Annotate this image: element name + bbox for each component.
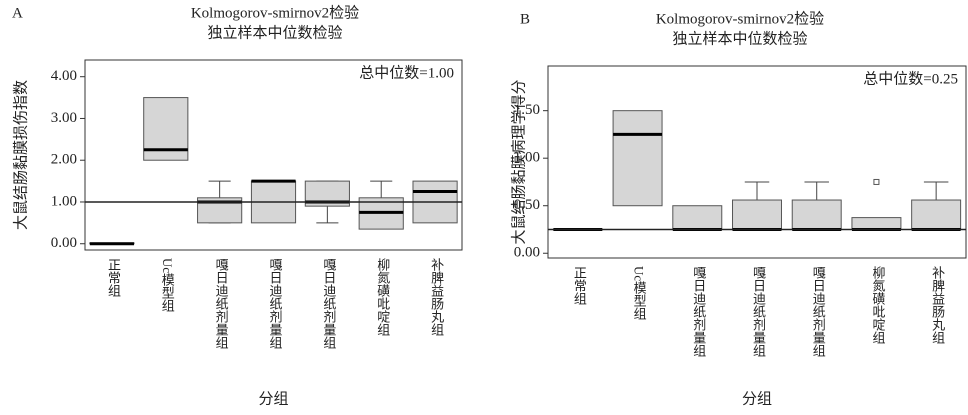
chart-subtitle: 独立样本中位数检验 [672, 30, 807, 47]
box [851, 217, 902, 230]
chart-title: Kolmogorov-smirnov2检验 [191, 4, 359, 21]
plot-frame [84, 59, 463, 251]
chart-title: Kolmogorov-smirnov2检验 [656, 10, 824, 27]
y-tick-label: 0.00 [514, 245, 540, 261]
box [672, 205, 723, 230]
x-tick-label vert: Uc模型组 [160, 258, 175, 313]
x-tick-label vert: 正常组 [572, 266, 587, 305]
x-axis-label: 分组 [258, 390, 288, 407]
panel-label: A [12, 5, 23, 21]
x-axis-label: 分组 [742, 390, 772, 407]
box [732, 199, 782, 230]
x-tick-label vert: 嘎日迪纸剂量组 [321, 258, 336, 349]
y-axis-label: 大鼠结肠黏膜病理学得分 [510, 79, 527, 244]
x-tick-label vert: 正常组 [106, 258, 121, 297]
x-tick-label vert: Uc模型组 [632, 266, 647, 321]
x-tick-label vert: 柳氮磺吡啶组 [870, 266, 885, 344]
x-tick-label vert: 嘎日迪纸剂量组 [751, 266, 766, 357]
y-tick-label: 1.00 [51, 193, 77, 209]
annotation: 总中位数=1.00 [359, 64, 454, 81]
chart-subtitle: 独立样本中位数检验 [207, 24, 342, 41]
y-axis-label: 大鼠结肠黏膜损伤指数 [12, 80, 29, 230]
box [791, 199, 842, 230]
y-tick-label: 2.00 [51, 152, 77, 168]
y-tick-label: 4.00 [51, 68, 77, 84]
x-tick-label vert: 补脾益肠丸组 [930, 266, 945, 344]
x-tick-label vert: 嘎日迪纸剂量组 [811, 266, 826, 357]
box [612, 110, 663, 207]
plot-frame [547, 65, 967, 259]
annotation: 总中位数=0.25 [863, 70, 958, 87]
outlier [873, 178, 880, 185]
x-tick-label vert: 补脾益肠丸组 [429, 258, 444, 336]
y-tick-label: 3.00 [51, 110, 77, 126]
panel-label: B [520, 11, 530, 27]
y-tick-label: 1.00 [514, 150, 540, 166]
box [911, 199, 962, 230]
y-tick-label: 0.00 [51, 235, 77, 251]
x-tick-label vert: 柳氮磺吡啶组 [375, 258, 390, 336]
y-tick-label: 1.50 [514, 102, 540, 118]
y-tick-label: 0.50 [514, 197, 540, 213]
x-tick-label vert: 嘎日迪纸剂量组 [691, 266, 706, 357]
x-tick-label vert: 嘎日迪纸剂量组 [268, 258, 283, 349]
x-tick-label vert: 嘎日迪纸剂量组 [214, 258, 229, 349]
